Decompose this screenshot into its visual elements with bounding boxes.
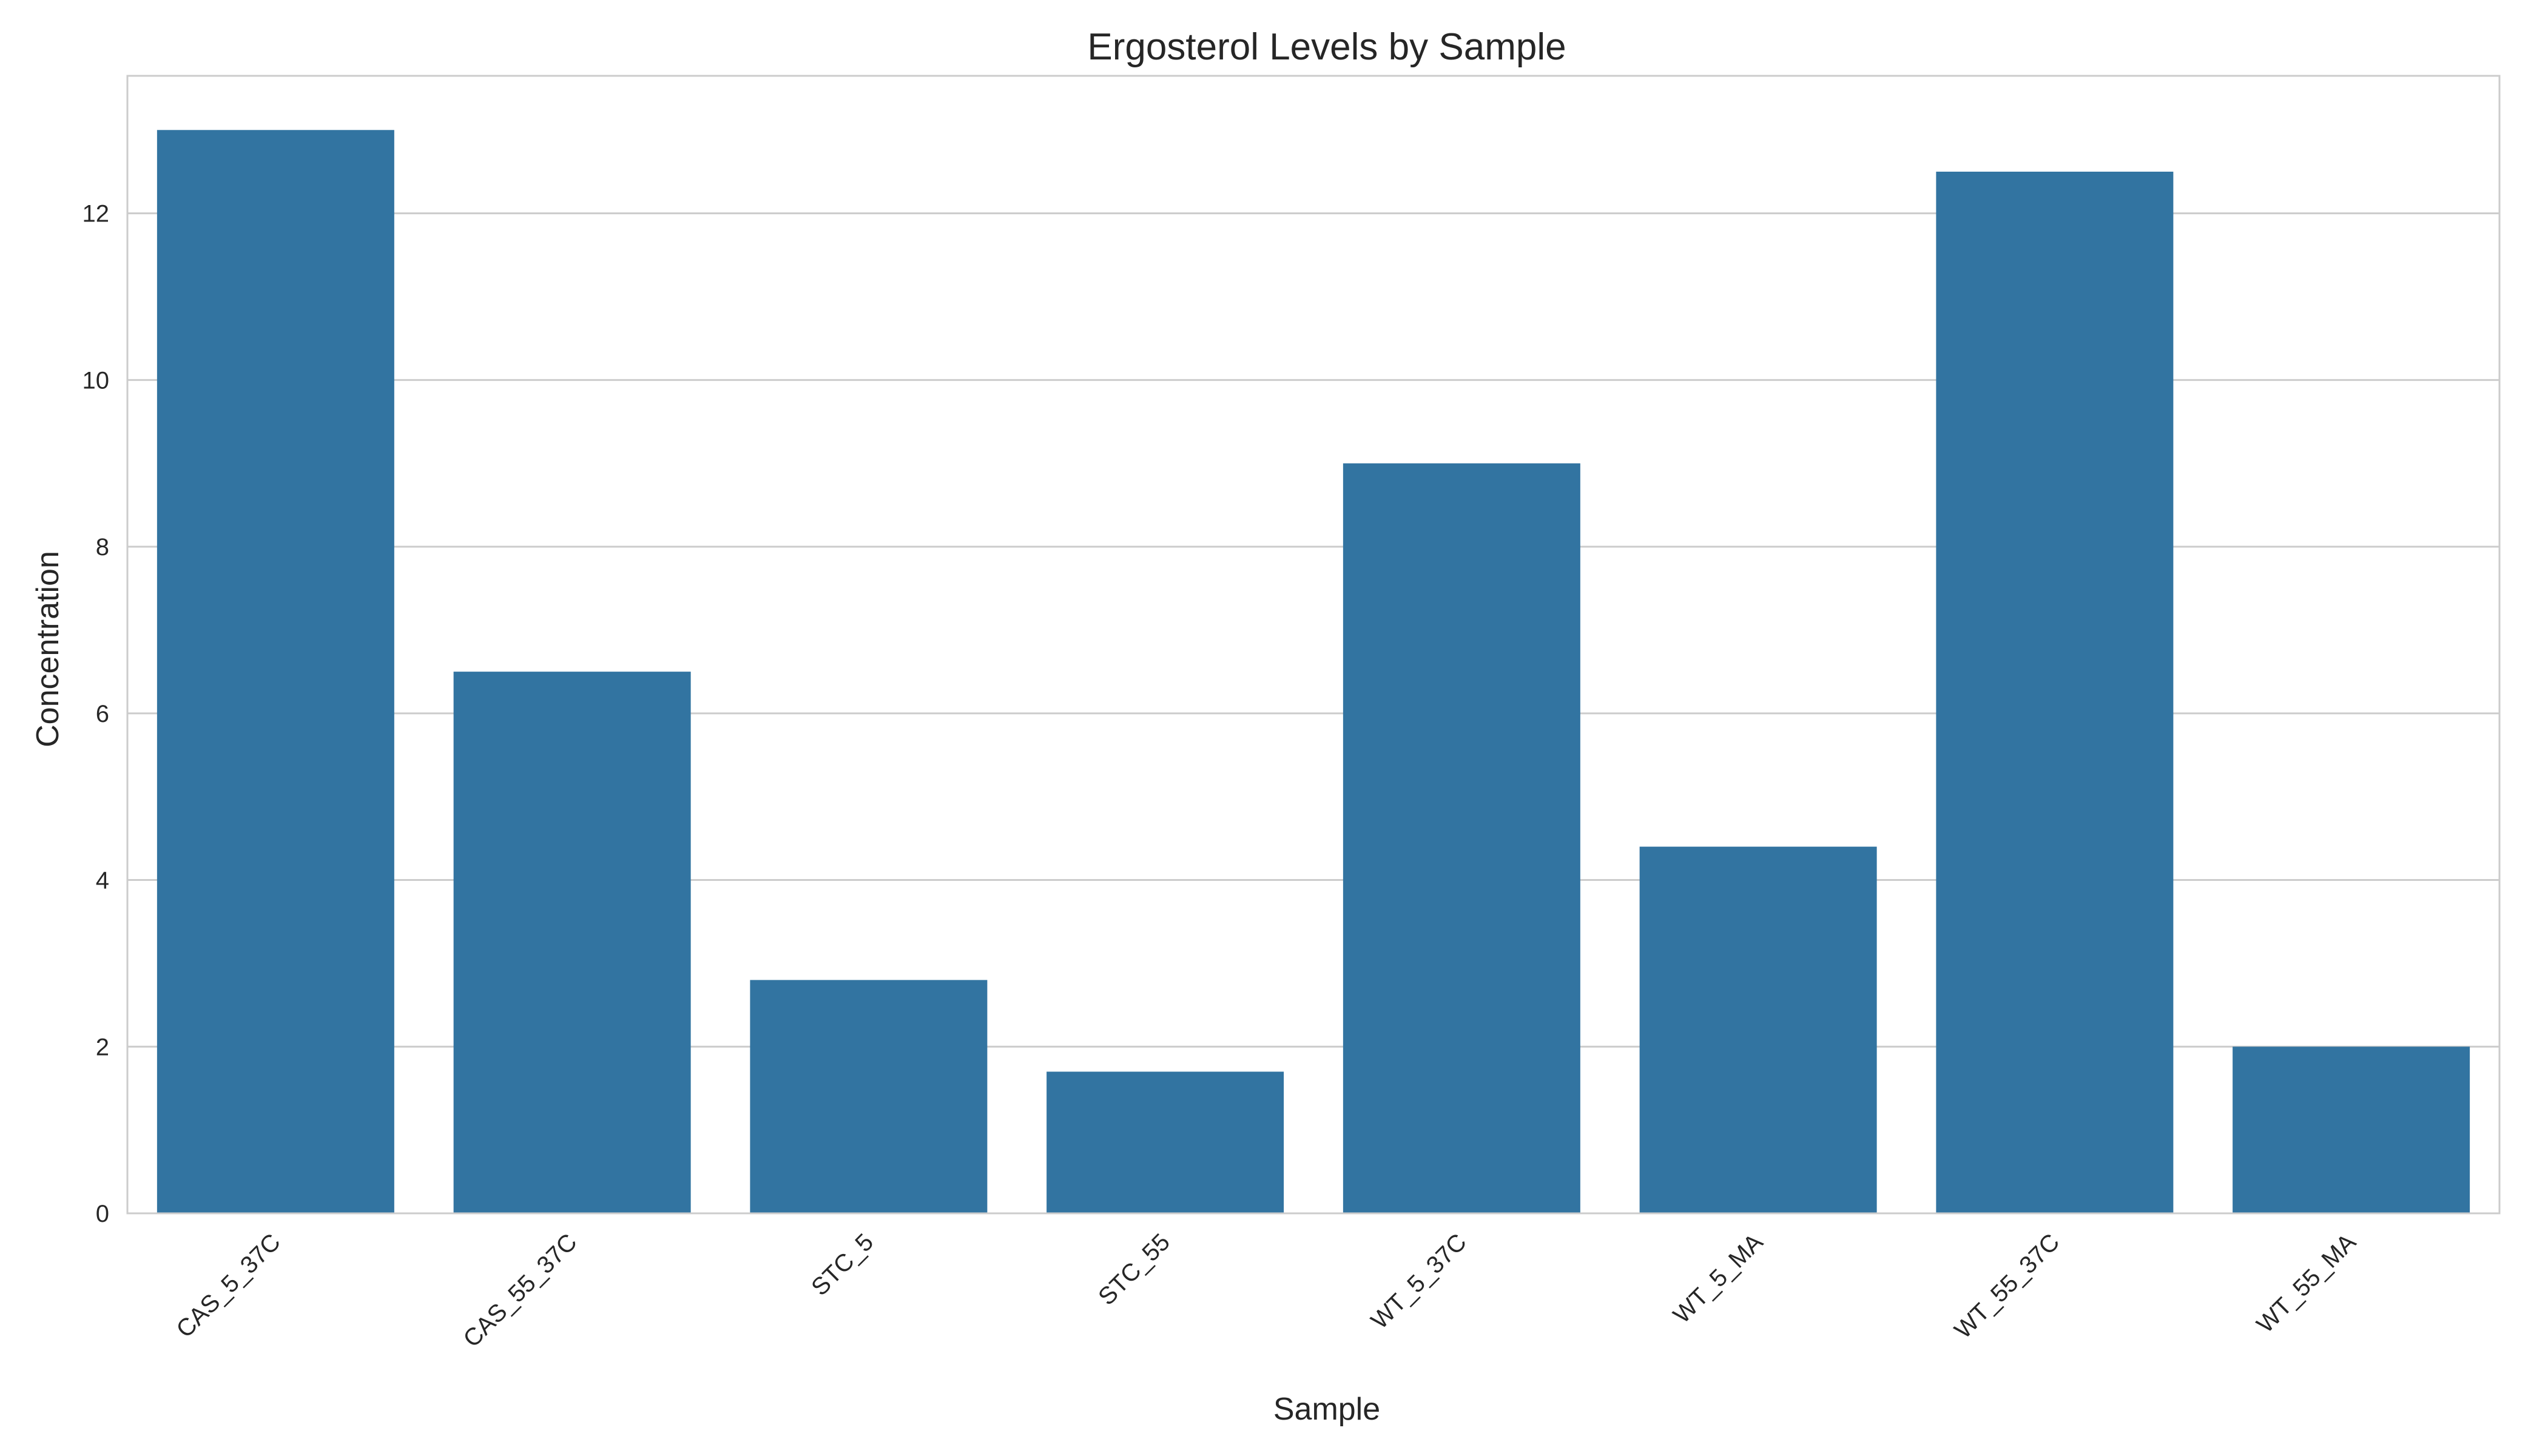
- y-tick-label: 10: [83, 367, 110, 394]
- y-tick-label: 8: [96, 534, 109, 561]
- bar-wt-5-ma: [1639, 846, 1877, 1213]
- bars: [157, 130, 2470, 1213]
- x-axis-title: Sample: [1273, 1392, 1380, 1427]
- plot-frame: [126, 75, 2501, 1215]
- y-tick-label: 12: [83, 201, 110, 228]
- bar-wt-55-ma: [2233, 1046, 2470, 1213]
- bar-cas-55-37c: [453, 672, 691, 1213]
- y-tick-label: 2: [96, 1034, 109, 1060]
- bar-wt-5-37c: [1343, 463, 1580, 1213]
- y-axis-title: Concentration: [30, 551, 66, 747]
- y-tick-labels: 0 2 4 6 8 10 12: [83, 201, 110, 1227]
- bar-cas-5-37c: [157, 130, 394, 1213]
- bar-stc-55: [1046, 1071, 1284, 1213]
- bar-wt-55-37c: [1936, 171, 2174, 1213]
- chart-title: Ergosterol Levels by Sample: [1087, 26, 1566, 68]
- y-tick-label: 4: [96, 868, 109, 894]
- bar-stc-5: [750, 980, 988, 1213]
- y-tick-label: 6: [96, 701, 109, 727]
- y-tick-label: 0: [96, 1201, 109, 1227]
